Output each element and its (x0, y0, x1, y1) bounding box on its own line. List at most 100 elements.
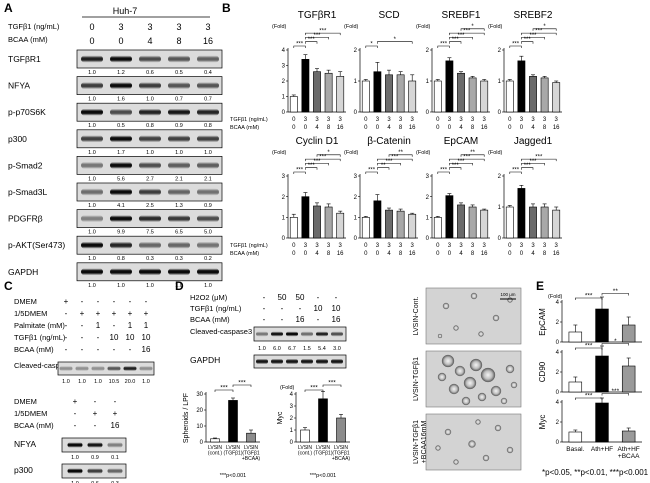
condition-cell: + (113, 409, 118, 418)
significance-bracket (575, 347, 603, 350)
tgfb1-dose: 3 (531, 243, 535, 249)
significance-marker: *** (529, 159, 537, 165)
condition-cell: - (65, 333, 68, 342)
fold-label: (Fold) (548, 294, 563, 300)
blot-band (331, 358, 343, 365)
bar (505, 80, 514, 113)
condition-cell: 16 (142, 345, 151, 354)
category-label-line: +BCAA (618, 453, 640, 460)
bar (517, 188, 526, 239)
condition-cell: - (114, 397, 117, 406)
significance-bracket (601, 293, 629, 296)
condition-cell: - (263, 304, 266, 313)
bar (552, 209, 561, 239)
significance-bracket (449, 158, 485, 162)
bcaa-dose: 4 (315, 125, 319, 131)
micrograph-label-line: LVSIN-TGFβ1 (413, 420, 420, 464)
bcaa-dose: 0 (118, 36, 123, 46)
tgfb1-dose: 0 (508, 243, 512, 249)
cell-spheroid (490, 385, 502, 397)
y-axis-label: Myc (538, 415, 547, 430)
bar-chart-myc: Myc 0 2 4 *** *** (538, 388, 642, 446)
panel-letter-e: E (536, 279, 544, 293)
micrograph-label: LVSIN-TGFβ1+BCAA16mM (413, 420, 428, 464)
blot-label: GAPDH (190, 355, 220, 365)
significance-bracket (575, 397, 603, 400)
blot-band (110, 161, 132, 169)
cell-spheroid (477, 392, 487, 402)
cell-spheroid (469, 358, 483, 372)
cell-spheroid (453, 325, 459, 331)
significance-bracket (322, 384, 342, 387)
bcaa-dose: 16 (337, 251, 344, 257)
tgfb1-dose: 3 (448, 117, 452, 123)
significance-marker: *** (308, 37, 316, 43)
significance-bracket (437, 45, 450, 48)
blot-band (110, 241, 132, 249)
category-label-line: +BCAA) (332, 456, 351, 462)
tgfb1-dose: 3 (339, 243, 343, 249)
bcaa-dose: 0 (89, 36, 94, 46)
significance-marker: *** (585, 292, 593, 299)
condition-cell: - (263, 293, 266, 302)
y-tick-label: 1 (282, 95, 286, 101)
bar (324, 72, 333, 113)
tgfb1-dose: 3 (304, 117, 308, 123)
bar (529, 206, 537, 239)
blot-band (168, 55, 190, 63)
significance-marker: *** (385, 159, 393, 165)
condition-cell: - (81, 333, 84, 342)
significance-marker: *** (612, 388, 620, 395)
fold-label: (Fold) (344, 24, 359, 30)
blot-image (253, 354, 347, 369)
quantification-value: 1.0 (88, 70, 96, 76)
bcaa-dose: 16 (203, 36, 213, 46)
quantification-value: 1.0 (142, 379, 150, 385)
significance-bracket (305, 32, 341, 36)
tgfb1-dose: 3 (376, 243, 380, 249)
y-tick-label: 2 (282, 79, 286, 85)
category-label: LVSIN (cont.) (208, 445, 223, 457)
condition-cell: - (81, 297, 84, 306)
category-label-line: (TGFβ1) (314, 451, 333, 457)
condition-cell: + (64, 297, 69, 306)
bcaa-dose: 8 (327, 125, 331, 131)
significance-bracket (521, 41, 534, 44)
significance-bracket (305, 158, 341, 162)
p-value-note: ***p<0.001 (310, 473, 336, 479)
y-tick-label: 2 (556, 420, 560, 426)
bar (480, 209, 489, 239)
scale-bar-label: 100 μm (500, 292, 515, 297)
bar (595, 308, 609, 343)
blot-band (168, 82, 190, 90)
quantification-value: 1.0 (88, 203, 96, 209)
bar (621, 430, 636, 443)
significance-marker: *** (457, 159, 465, 165)
bcaa-dose: 16 (409, 125, 416, 131)
bar (445, 60, 454, 113)
blot-band (110, 135, 132, 143)
blot-band (110, 215, 132, 223)
category-label-line: (TGFβ1 (242, 451, 260, 457)
quantification-value: 1.0 (88, 176, 96, 182)
panel-a: Huh-7 TGFβ1 (ng/mL) BCAA (mM) 0 3 3 3 3 0 0 4 8 1… (8, 6, 223, 289)
tgfb1-dose: 3 (531, 117, 535, 123)
blot-band (59, 366, 73, 371)
blot-label: NFYA (8, 81, 30, 91)
cell-spheroid (448, 383, 460, 395)
category-label-line: (TGFβ1) (224, 451, 243, 457)
condition-cell: - (317, 315, 320, 324)
blot-label-line: Cleaved-caspase3 (14, 361, 76, 370)
quantification-value: 2.1 (175, 176, 183, 182)
bcaa-dose: 0 (304, 125, 308, 131)
tgfb1-dose: 3 (304, 243, 308, 249)
blot-band (197, 108, 219, 116)
bar (621, 365, 636, 393)
y-tick-label: 4 (556, 300, 560, 306)
significance-marker: * (614, 338, 617, 345)
tgfb1-dose: 0 (508, 117, 512, 123)
bar-chart-jagged1: Jagged1(Fold)012************0 3 3 3 30 0 4 8 16 (488, 136, 562, 257)
panel-letter-a: A (4, 1, 13, 15)
